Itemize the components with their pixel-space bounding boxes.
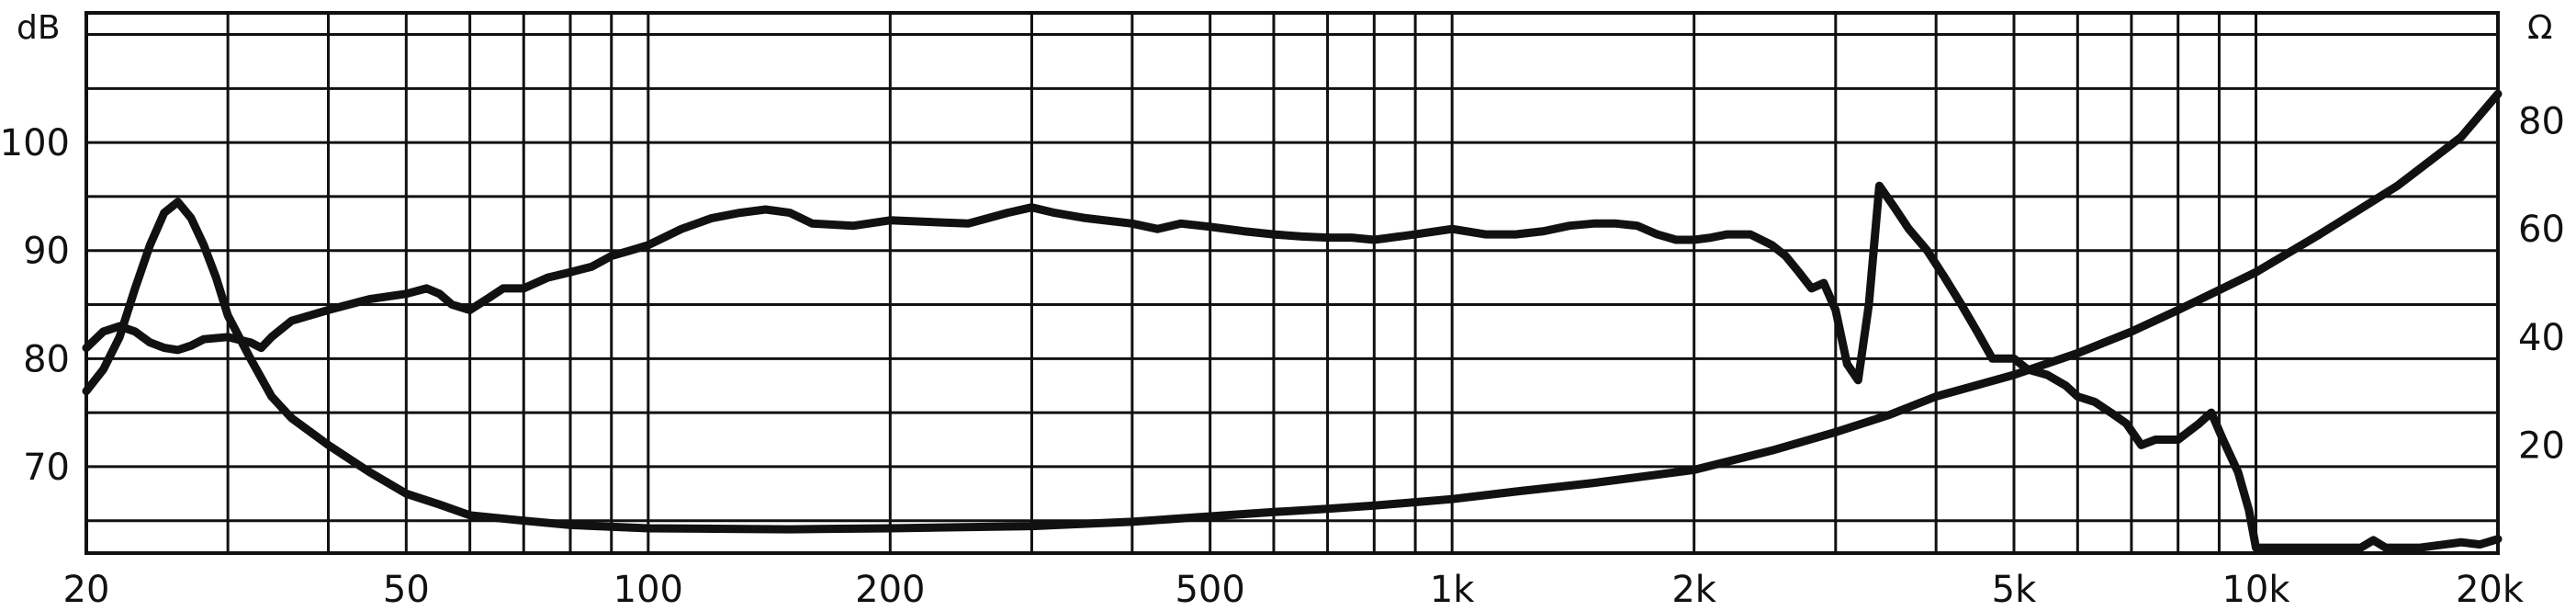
- grid: [84, 11, 2500, 555]
- curves: [82, 89, 2503, 552]
- plot-frame: [84, 11, 2500, 555]
- y-left-tick-label: 100: [0, 122, 70, 164]
- y-right-tick-label: 40: [2518, 317, 2565, 359]
- x-tick-label: 500: [1175, 569, 1244, 611]
- impedance-curve: [82, 89, 2503, 534]
- y-right-tick-label: 20: [2518, 424, 2565, 467]
- x-tick-label: 1k: [1430, 569, 1475, 611]
- x-tick-label: 20: [63, 569, 110, 611]
- x-tick-label: 5k: [1992, 569, 2037, 611]
- y-left-tick-label: 90: [23, 231, 70, 273]
- x-tick-label: 10k: [2222, 569, 2290, 611]
- x-tick-label: 200: [855, 569, 925, 611]
- y-left-tick-label: 80: [23, 338, 70, 380]
- x-tick-label: 100: [613, 569, 683, 611]
- x-tick-label: 2k: [1671, 569, 1716, 611]
- axis-labels: dB Ω 20 50 100 200 500 1k 2k 5k 10k 20k 70 80 90 100 2…: [0, 9, 2565, 611]
- y-right-tick-label: 80: [2518, 101, 2565, 143]
- y-left-tick-label: 70: [23, 447, 70, 489]
- right-axis-unit: Ω: [2527, 9, 2553, 47]
- x-tick-label: 50: [383, 569, 430, 611]
- y-right-tick-label: 60: [2518, 209, 2565, 251]
- left-axis-unit: dB: [17, 9, 61, 47]
- x-tick-label: 20k: [2456, 569, 2525, 611]
- response-curve: [82, 181, 2503, 552]
